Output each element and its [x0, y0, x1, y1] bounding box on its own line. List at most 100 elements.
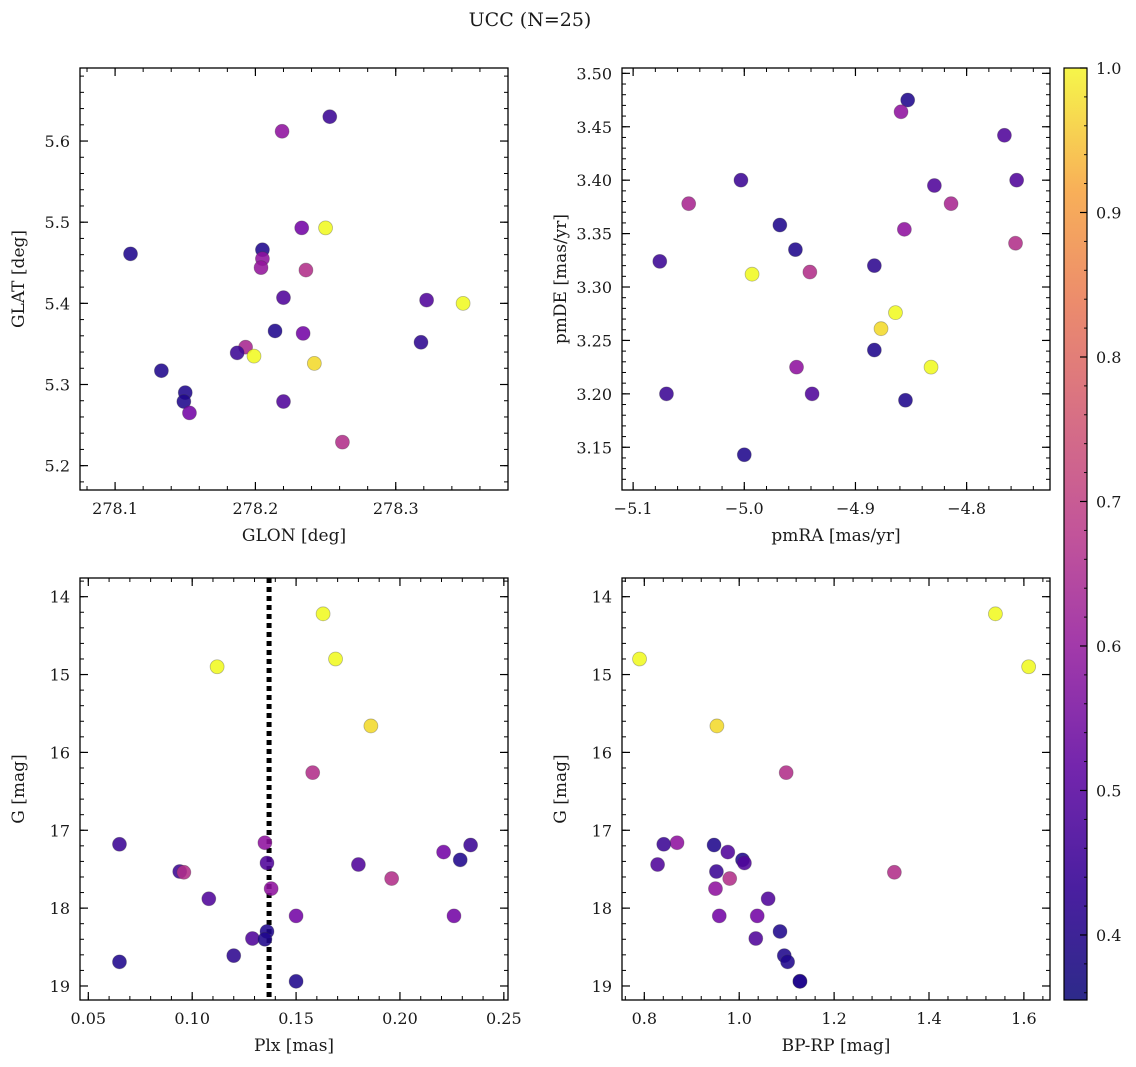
y-tick-label: 5.6 [45, 132, 70, 151]
figure-title: UCC (N=25) [469, 9, 592, 31]
data-point [245, 931, 260, 946]
data-point [749, 908, 765, 924]
data-point [780, 954, 796, 970]
data-point [226, 948, 242, 964]
y-tick-label: 3.50 [576, 64, 612, 83]
y-tick-label: 18 [592, 899, 612, 918]
data-point [888, 305, 903, 321]
data-point [772, 924, 788, 939]
data-point [413, 334, 429, 350]
data-point [318, 220, 333, 236]
data-point [997, 127, 1012, 143]
x-tick-label: 0.10 [174, 1009, 210, 1028]
data-point [778, 765, 794, 781]
data-point [659, 386, 674, 402]
data-point [294, 220, 310, 236]
panel-top-right: −5.1 −5.0 −4.9 −4.8 3.15 3.20 3.25 3.30 3.35 3.40… [551, 64, 1051, 546]
x-tick-label: 278.2 [233, 499, 279, 518]
y-tick-label: 16 [592, 743, 612, 762]
x-axis-label: GLON [deg] [242, 526, 346, 546]
x-tick-label: −5.1 [614, 499, 653, 518]
colorbar-tick-label: 0.4 [1096, 926, 1121, 945]
data-point [123, 246, 138, 262]
data-point [748, 931, 764, 946]
data-point [182, 405, 197, 421]
x-tick-label: 0.20 [382, 1009, 418, 1028]
x-tick-label: −4.8 [947, 499, 986, 518]
data-point [722, 871, 738, 886]
y-tick-label: 5.2 [45, 457, 70, 476]
data-point [112, 954, 127, 970]
data-point [201, 891, 217, 907]
data-point [792, 973, 808, 989]
data-point [246, 348, 262, 364]
x-tick-label: 0.05 [70, 1009, 106, 1028]
x-tick-label: 1.2 [821, 1009, 846, 1028]
data-point [259, 855, 275, 871]
data-point [923, 359, 939, 375]
data-point [384, 871, 400, 886]
data-point [711, 908, 727, 924]
data-point [306, 355, 322, 371]
data-point [305, 765, 321, 781]
data-point [288, 973, 304, 989]
data-point [632, 651, 647, 667]
axes-frame [621, 67, 1051, 491]
data-point [789, 359, 804, 375]
y-tick-label: 3.35 [576, 225, 612, 244]
x-tick-label: 0.8 [632, 1009, 657, 1028]
colorbar: 0.4 0.5 0.6 0.7 0.8 0.9 1.0 [1063, 59, 1121, 1001]
data-point [926, 178, 942, 193]
data-point [744, 266, 760, 282]
data-point [257, 835, 273, 851]
data-point [896, 221, 912, 237]
x-tick-label: 278.3 [373, 499, 419, 518]
axes-frame [621, 577, 1051, 1001]
x-axis-label: BP-RP [mag] [782, 1036, 891, 1056]
data-point [263, 881, 279, 897]
data-point [866, 342, 882, 358]
panel-top-left: 278.1 278.2 278.3 5.2 5.3 5.4 5.5 5.6 GLON [deg]… [9, 67, 509, 546]
data-point [419, 292, 435, 308]
x-tick-label: 1.6 [1011, 1009, 1036, 1028]
data-point [772, 217, 788, 233]
data-point [898, 392, 913, 408]
data-point [652, 253, 668, 269]
y-tick-label: 5.5 [45, 213, 70, 232]
y-tick-label: 17 [50, 821, 70, 840]
panel-bottom-right: 0.8 1.0 1.2 1.4 1.6 14 15 16 17 18 19 BP-RP [mag] G … [551, 577, 1051, 1056]
data-point [176, 394, 192, 409]
x-tick-label: 1.0 [726, 1009, 751, 1028]
panels: 278.1 278.2 278.3 5.2 5.3 5.4 5.5 5.6 GLON [deg]… [9, 64, 1051, 1056]
x-tick-label: 1.4 [916, 1009, 941, 1028]
data-point [363, 718, 379, 734]
data-point [436, 844, 451, 860]
data-point [288, 908, 304, 924]
y-tick-label: 15 [50, 666, 70, 685]
data-point [720, 844, 736, 860]
y-tick-label: 3.45 [576, 118, 612, 137]
colorbar-tick-label: 0.9 [1096, 203, 1121, 222]
data-point [788, 242, 803, 258]
y-tick-label: 3.40 [576, 171, 612, 190]
data-point [656, 836, 672, 852]
data-point [866, 258, 882, 274]
x-axis-label: pmRA [mas/yr] [771, 526, 900, 546]
colorbar-tick-label: 0.8 [1096, 348, 1121, 367]
data-point [804, 386, 820, 402]
y-axis-label: G [mag] [9, 754, 29, 823]
data-point [276, 290, 291, 306]
data-point [274, 123, 290, 139]
y-tick-label: 15 [592, 666, 612, 685]
data-point [452, 852, 468, 868]
data-point [709, 718, 725, 734]
data-point [988, 606, 1003, 622]
data-point [322, 109, 338, 125]
data-point [276, 394, 291, 409]
data-point [257, 931, 273, 947]
x-tick-label: 0.15 [278, 1009, 314, 1028]
data-point [455, 295, 471, 311]
data-point [760, 891, 776, 907]
data-point [943, 196, 959, 212]
